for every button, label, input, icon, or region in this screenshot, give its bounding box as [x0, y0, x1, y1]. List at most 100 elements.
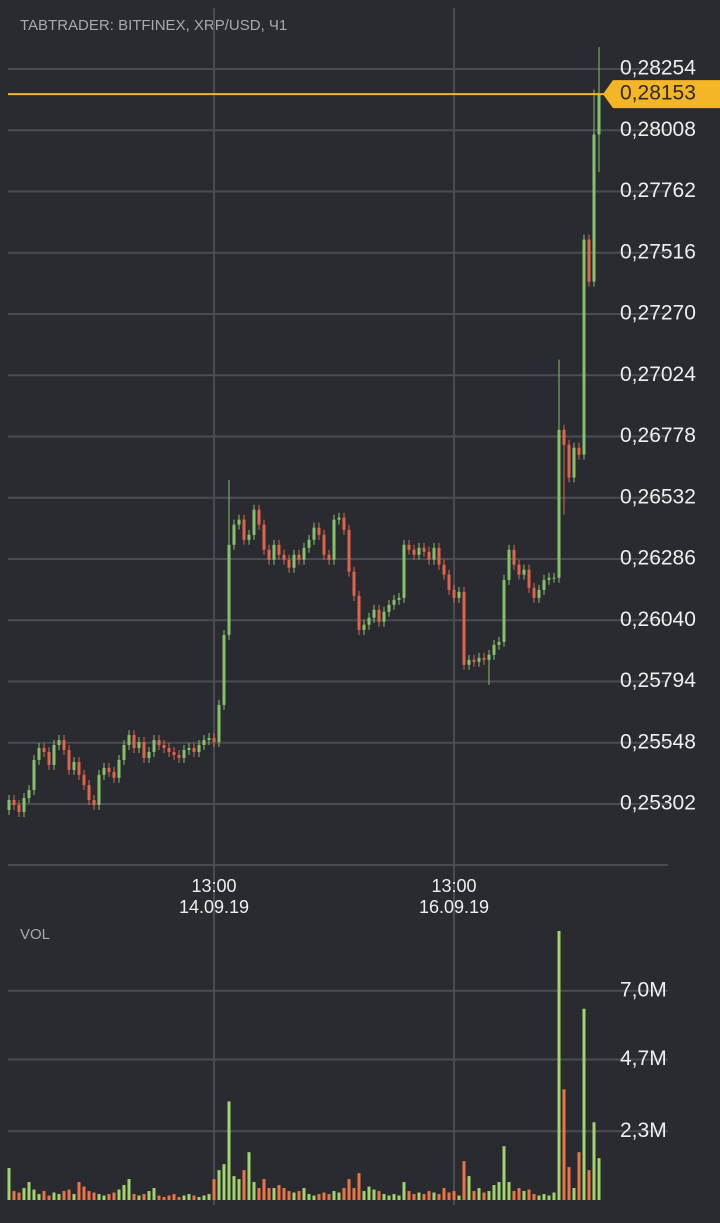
- volume-bar: [382, 1194, 386, 1200]
- volume-bar: [547, 1195, 551, 1200]
- volume-bar: [317, 1194, 321, 1200]
- volume-bar: [122, 1185, 126, 1200]
- volume-bar: [452, 1191, 456, 1200]
- candle-body: [247, 534, 251, 540]
- volume-bar: [397, 1195, 401, 1200]
- candle-body: [17, 804, 21, 812]
- volume-bar: [247, 1152, 251, 1200]
- volume-bar: [287, 1191, 291, 1200]
- volume-bar: [377, 1191, 381, 1200]
- volume-bar: [342, 1188, 346, 1200]
- candle-body: [557, 429, 561, 578]
- volume-bar: [572, 1188, 576, 1200]
- volume-bar: [97, 1194, 101, 1200]
- candle-body: [502, 579, 506, 642]
- volume-bar: [482, 1192, 486, 1200]
- candle-body: [172, 751, 176, 755]
- candle-body: [547, 577, 551, 580]
- volume-title: VOL: [20, 926, 50, 943]
- candle-body: [307, 539, 311, 548]
- candle-body: [192, 747, 196, 752]
- volume-bar: [162, 1197, 166, 1200]
- volume-bar: [152, 1188, 156, 1200]
- volume-bar: [592, 1122, 596, 1200]
- y-tick-label: 0,25302: [620, 792, 696, 815]
- candle-body: [132, 735, 136, 748]
- y-tick-label: 0,26778: [620, 424, 696, 447]
- candle-body: [267, 549, 271, 560]
- candle-body: [107, 767, 111, 772]
- volume-bar: [77, 1182, 81, 1200]
- volume-tick-label: 4,7M: [620, 1047, 667, 1070]
- x-tick-date: 14.09.19: [179, 897, 249, 917]
- candle-body: [562, 429, 566, 445]
- volume-bar: [552, 1192, 556, 1200]
- volume-bar: [137, 1195, 141, 1200]
- candle-body: [67, 749, 71, 770]
- volume-bar: [327, 1194, 331, 1200]
- volume-bar: [187, 1194, 191, 1200]
- candle-body: [142, 742, 146, 758]
- candle-body: [467, 659, 471, 665]
- volume-bar: [202, 1195, 206, 1200]
- volume-bar: [112, 1192, 116, 1200]
- volume-bar: [157, 1195, 161, 1200]
- candle-body: [517, 564, 521, 575]
- volume-bar: [127, 1179, 131, 1200]
- candle-body: [282, 554, 286, 560]
- volume-bar: [132, 1194, 136, 1200]
- volume-bar: [357, 1173, 361, 1200]
- y-tick-label: 0,27024: [620, 363, 696, 386]
- volume-bar: [467, 1176, 471, 1200]
- volume-bar: [322, 1192, 326, 1200]
- volume-bar: [62, 1191, 66, 1200]
- candle-body: [437, 547, 441, 565]
- x-tick-label: 13:00: [191, 876, 236, 896]
- candle-body: [157, 740, 161, 745]
- candle-body: [297, 554, 301, 560]
- candle-body: [392, 599, 396, 605]
- last-price-tag: [603, 80, 720, 109]
- y-tick-label: 0,26286: [620, 547, 696, 570]
- candle-body: [152, 740, 156, 752]
- candle-body: [32, 759, 36, 791]
- y-tick-label: 0,28254: [620, 57, 696, 80]
- candle-body: [102, 767, 106, 775]
- candle-body: [232, 524, 236, 545]
- volume-bar: [562, 1089, 566, 1200]
- volume-bar: [52, 1192, 56, 1200]
- volume-bar: [597, 1158, 601, 1200]
- volume-bar: [177, 1197, 181, 1200]
- candle-body: [582, 239, 586, 455]
- volume-bar: [557, 930, 561, 1200]
- volume-bar: [282, 1188, 286, 1200]
- candle-body: [147, 751, 151, 758]
- candle-body: [322, 534, 326, 555]
- candle-body: [542, 579, 546, 590]
- volume-bar: [587, 1170, 591, 1200]
- volume-bar: [442, 1188, 446, 1200]
- candle-body: [432, 547, 436, 560]
- volume-bar: [207, 1194, 211, 1200]
- candle-body: [177, 754, 181, 758]
- candle-body: [27, 790, 31, 799]
- candle-body: [7, 800, 11, 810]
- x-tick-date: 16.09.19: [419, 897, 489, 917]
- volume-bar: [507, 1182, 511, 1200]
- volume-bar: [347, 1179, 351, 1200]
- volume-bar: [147, 1191, 151, 1200]
- volume-bar: [307, 1194, 311, 1200]
- candle-body: [252, 509, 256, 535]
- candle-body: [417, 547, 421, 555]
- candle-body: [532, 587, 536, 598]
- candle-body: [202, 740, 206, 745]
- candle-body: [497, 641, 501, 645]
- candle-body: [327, 554, 331, 560]
- candle-body: [442, 564, 446, 575]
- candle-body: [552, 577, 556, 579]
- candle-body: [122, 744, 126, 760]
- volume-bar: [172, 1194, 176, 1200]
- volume-bar: [367, 1186, 371, 1200]
- volume-bar: [297, 1191, 301, 1200]
- candle-body: [302, 547, 306, 560]
